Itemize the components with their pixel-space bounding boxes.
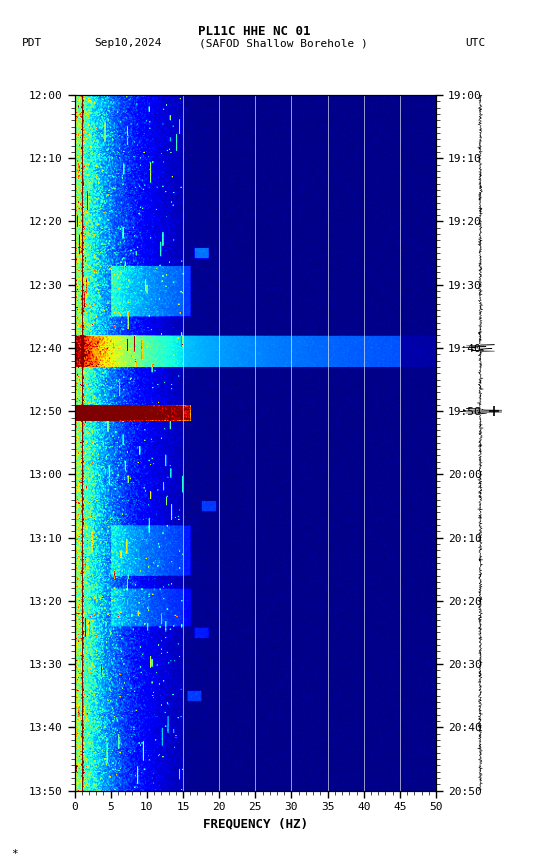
Text: Sep10,2024: Sep10,2024 <box>94 38 161 48</box>
Text: (SAFOD Shallow Borehole ): (SAFOD Shallow Borehole ) <box>199 38 368 48</box>
X-axis label: FREQUENCY (HZ): FREQUENCY (HZ) <box>203 818 308 831</box>
Text: *: * <box>11 849 18 859</box>
Text: PL11C HHE NC 01: PL11C HHE NC 01 <box>198 25 310 39</box>
Text: UTC: UTC <box>465 38 486 48</box>
Text: PDT: PDT <box>22 38 43 48</box>
